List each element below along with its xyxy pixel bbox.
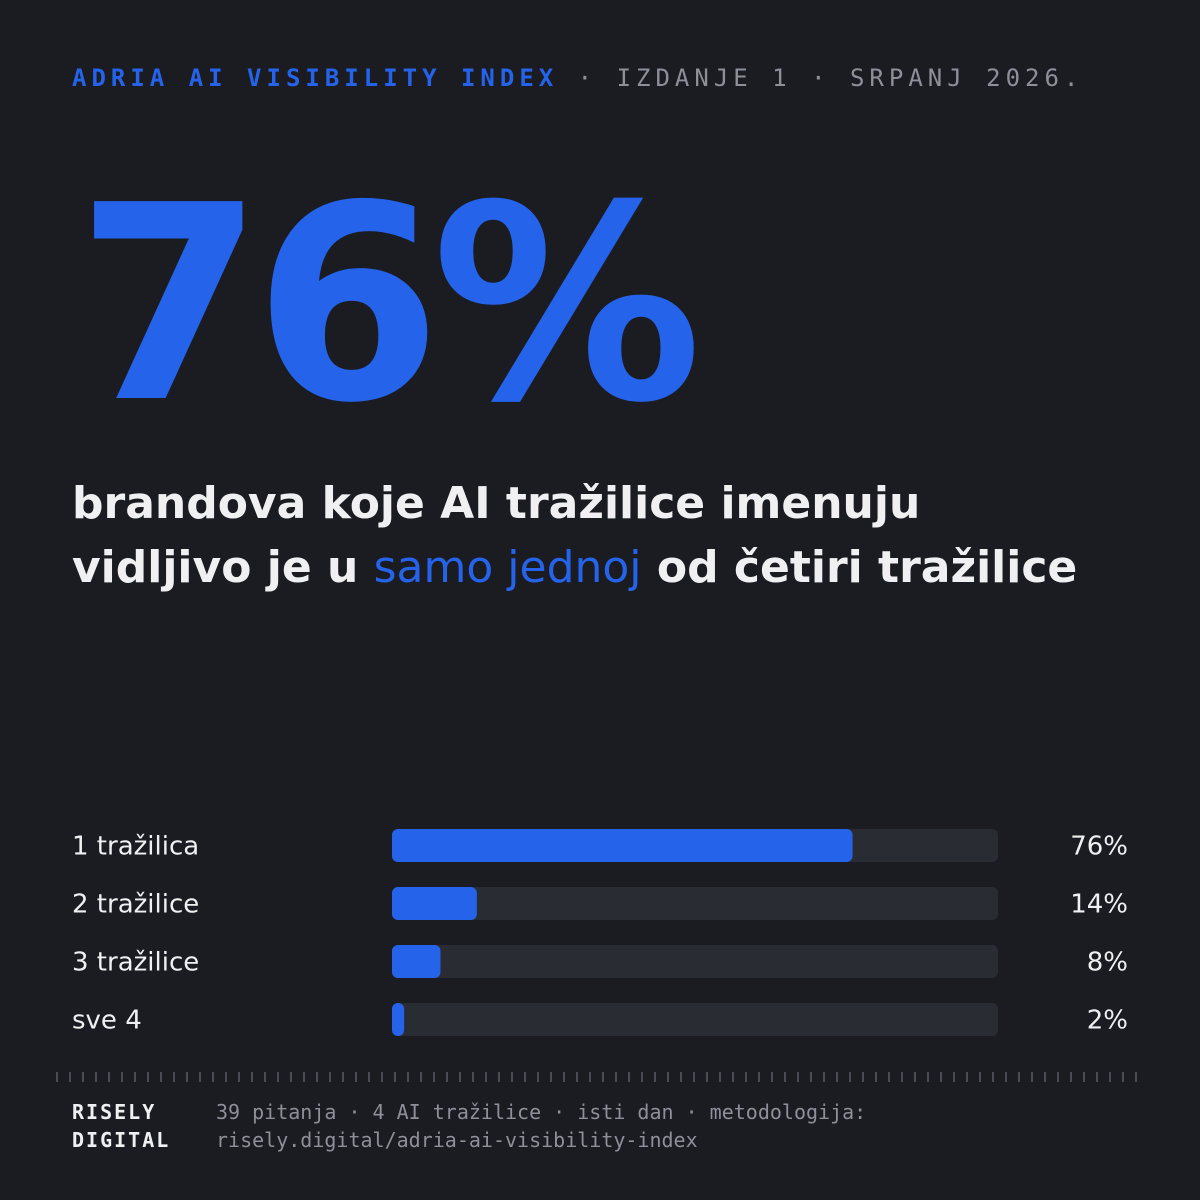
- bar-track: [392, 1003, 998, 1036]
- footer-divider: [56, 1072, 1144, 1082]
- headline-line-2-end: od četiri tražilice: [641, 542, 1078, 593]
- logo-line-2: DIGITAL: [72, 1128, 171, 1152]
- bar-track: [392, 945, 998, 978]
- bar-fill: [392, 887, 477, 920]
- bar-track: [392, 829, 998, 862]
- methodology-line-1: 39 pitanja · 4 AI tražilice · isti dan ·…: [216, 1100, 867, 1124]
- headline: brandova koje AI tražilice imenuju vidlj…: [72, 472, 1152, 600]
- bar-value-label: 2%: [1087, 1006, 1128, 1036]
- headline-line-2: vidljivo je u samo jednoj od četiri traž…: [72, 536, 1152, 600]
- bar-value-label: 14%: [1070, 890, 1128, 920]
- hero-percentage: 76%: [76, 147, 702, 462]
- logo-line-1: RISELY: [72, 1100, 157, 1124]
- index-title: ADRIA AI VISIBILITY INDEX: [72, 64, 559, 92]
- header: ADRIA AI VISIBILITY INDEX · IZDANJE 1 · …: [72, 64, 1083, 92]
- bar-label: 2 tražilice: [72, 890, 199, 920]
- bar-label: 3 tražilice: [72, 948, 199, 978]
- methodology-url: risely.digital/adria-ai-visibility-index: [216, 1128, 698, 1152]
- issue-info: · IZDANJE 1 · SRPANJ 2026.: [558, 64, 1084, 92]
- bar-fill: [392, 945, 441, 978]
- bar-label: sve 4: [72, 1006, 142, 1036]
- headline-highlight: samo jednoj: [373, 542, 642, 593]
- bar-track: [392, 887, 998, 920]
- bar-value-label: 8%: [1087, 948, 1128, 978]
- bar-value-label: 76%: [1070, 832, 1128, 862]
- risely-digital-logo: RISELY DIGITAL: [72, 1098, 170, 1154]
- bar-label: 1 tražilica: [72, 832, 199, 862]
- bar-fill: [392, 829, 853, 862]
- headline-line-1: brandova koje AI tražilice imenuju: [72, 478, 921, 529]
- headline-line-2-start: vidljivo je u: [72, 542, 374, 593]
- bar-fill: [392, 1003, 405, 1036]
- methodology-note: 39 pitanja · 4 AI tražilice · isti dan ·…: [216, 1098, 866, 1154]
